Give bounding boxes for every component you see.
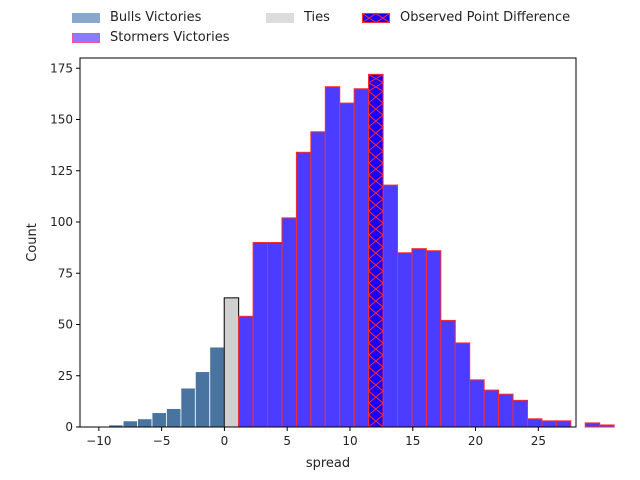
- bar-bulls-victories-8: [209, 346, 225, 428]
- x-tick-label: 0: [221, 434, 229, 448]
- bar-stormers-victories-15: [454, 342, 471, 428]
- legend-label-bulls: Bulls Victories: [110, 10, 202, 25]
- legend-swatch-ties: [266, 12, 294, 23]
- bar-stormers-victories-6: [324, 86, 341, 428]
- legend-swatch-bulls: [72, 12, 100, 23]
- bar-ties-0: [223, 297, 240, 428]
- legend-item-ties: Ties: [266, 10, 330, 25]
- y-tick-label: 125: [50, 164, 73, 178]
- bar-stormers-victories-21: [541, 420, 557, 428]
- y-tick-label: 175: [50, 61, 73, 75]
- bar-bulls-victories-4: [151, 412, 167, 428]
- bar-stormers-victories-25: [599, 424, 615, 428]
- y-tick-label: 150: [50, 113, 73, 127]
- bar-stormers-victories-0: [238, 315, 254, 428]
- legend-label-observed: Observed Point Difference: [400, 10, 571, 25]
- bar-bulls-victories-7: [194, 371, 211, 428]
- x-tick-label: −10: [86, 434, 111, 448]
- y-tick-label: 50: [58, 318, 73, 332]
- bar-stormers-victories-16: [469, 379, 485, 428]
- bar-stormers-victories-18: [498, 393, 514, 428]
- legend-label-stormers: Stormers Victories: [110, 30, 230, 45]
- bar-stormers-victories-11: [397, 252, 413, 428]
- chart-legend: Bulls Victories Stormers Victories Ties …: [70, 6, 630, 50]
- x-tick-label: 15: [405, 434, 420, 448]
- legend-item-bulls: Bulls Victories: [72, 10, 201, 25]
- bar-bulls-victories-5: [166, 408, 182, 428]
- bar-stormers-victories-14: [440, 319, 456, 428]
- axes-frame: [79, 57, 577, 428]
- observed-point-difference-bar: [368, 73, 384, 428]
- bars-group: [108, 73, 615, 428]
- y-axis-label: Count: [25, 223, 40, 262]
- y-tick-label: 75: [58, 266, 73, 280]
- x-tick-label: 20: [468, 434, 483, 448]
- bar-bulls-victories-6: [180, 387, 196, 428]
- bar-stormers-victories-5: [310, 131, 326, 428]
- x-tick-label: −5: [153, 434, 171, 448]
- bar-stormers-victories-3: [281, 217, 297, 428]
- bar-bulls-victories-3: [137, 418, 153, 428]
- x-axis-ticks: −10 −5 0 5 10 15 20 25: [86, 427, 546, 448]
- x-tick-label: 10: [342, 434, 357, 448]
- legend-item-observed: Observed Point Difference: [362, 10, 570, 25]
- bar-stormers-victories-8: [353, 88, 370, 428]
- legend-swatch-stormers: [72, 32, 100, 43]
- y-axis-ticks: 0 25 50 75 100 125 150 175: [50, 61, 80, 434]
- bar-stormers-victories-2: [267, 242, 283, 428]
- bar-stormers-victories-10: [382, 184, 398, 428]
- bar-stormers-victories-12: [411, 248, 427, 428]
- bar-stormers-victories-1: [252, 242, 269, 428]
- observed-hatch: [367, 73, 385, 428]
- legend-swatch-observed: [362, 12, 390, 23]
- bar-stormers-victories-7: [339, 102, 355, 428]
- observed-bar-group: [367, 73, 385, 428]
- bar-stormers-victories-13: [425, 250, 442, 428]
- x-axis-label: spread: [306, 456, 350, 471]
- legend-label-ties: Ties: [304, 10, 330, 25]
- bar-stormers-victories-17: [483, 389, 500, 428]
- bar-stormers-victories-20: [526, 418, 543, 428]
- x-tick-label: 25: [531, 434, 546, 448]
- legend-item-stormers: Stormers Victories: [72, 30, 229, 45]
- bar-bulls-victories-2: [122, 420, 138, 428]
- bar-stormers-victories-19: [512, 399, 528, 428]
- bar-stormers-victories-4: [295, 151, 312, 428]
- bar-stormers-victories-22: [555, 420, 572, 428]
- y-tick-label: 100: [50, 215, 73, 229]
- x-tick-label: 5: [283, 434, 291, 448]
- y-tick-label: 0: [65, 420, 73, 434]
- y-tick-label: 25: [58, 369, 73, 383]
- bar-stormers-victories-24: [584, 422, 601, 428]
